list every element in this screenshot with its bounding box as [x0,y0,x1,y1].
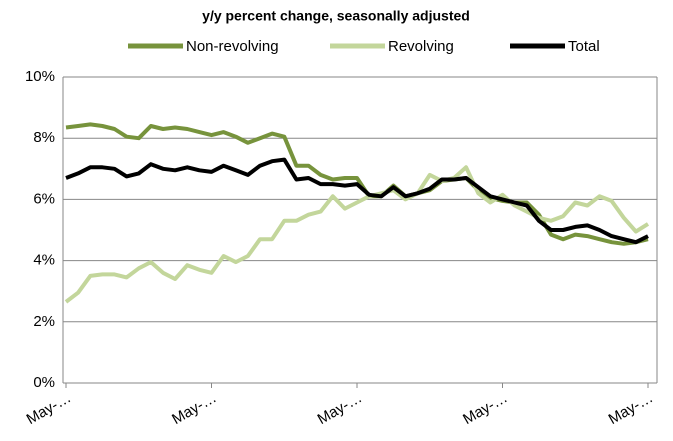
y-tick-label: 10% [25,68,55,85]
x-tick-label: May-… [24,389,74,428]
series-line [65,122,649,246]
x-tick-label: May-… [169,389,219,428]
y-tick-label: 8% [33,129,55,146]
x-tick-label: May-… [606,389,656,428]
legend-label: Total [568,38,600,55]
legend-label: Revolving [388,38,454,55]
legend-label: Non-revolving [186,38,279,55]
y-tick-label: 0% [33,374,55,391]
series-line [64,165,650,304]
y-tick-label: 4% [33,252,55,269]
series-line [65,157,649,245]
x-tick-label: May-… [315,389,365,428]
y-tick-label: 6% [33,190,55,207]
x-tick-label: May-… [460,389,510,428]
y-tick-label: 2% [33,313,55,330]
chart-subtitle: y/y percent change, seasonally adjusted [202,8,470,24]
